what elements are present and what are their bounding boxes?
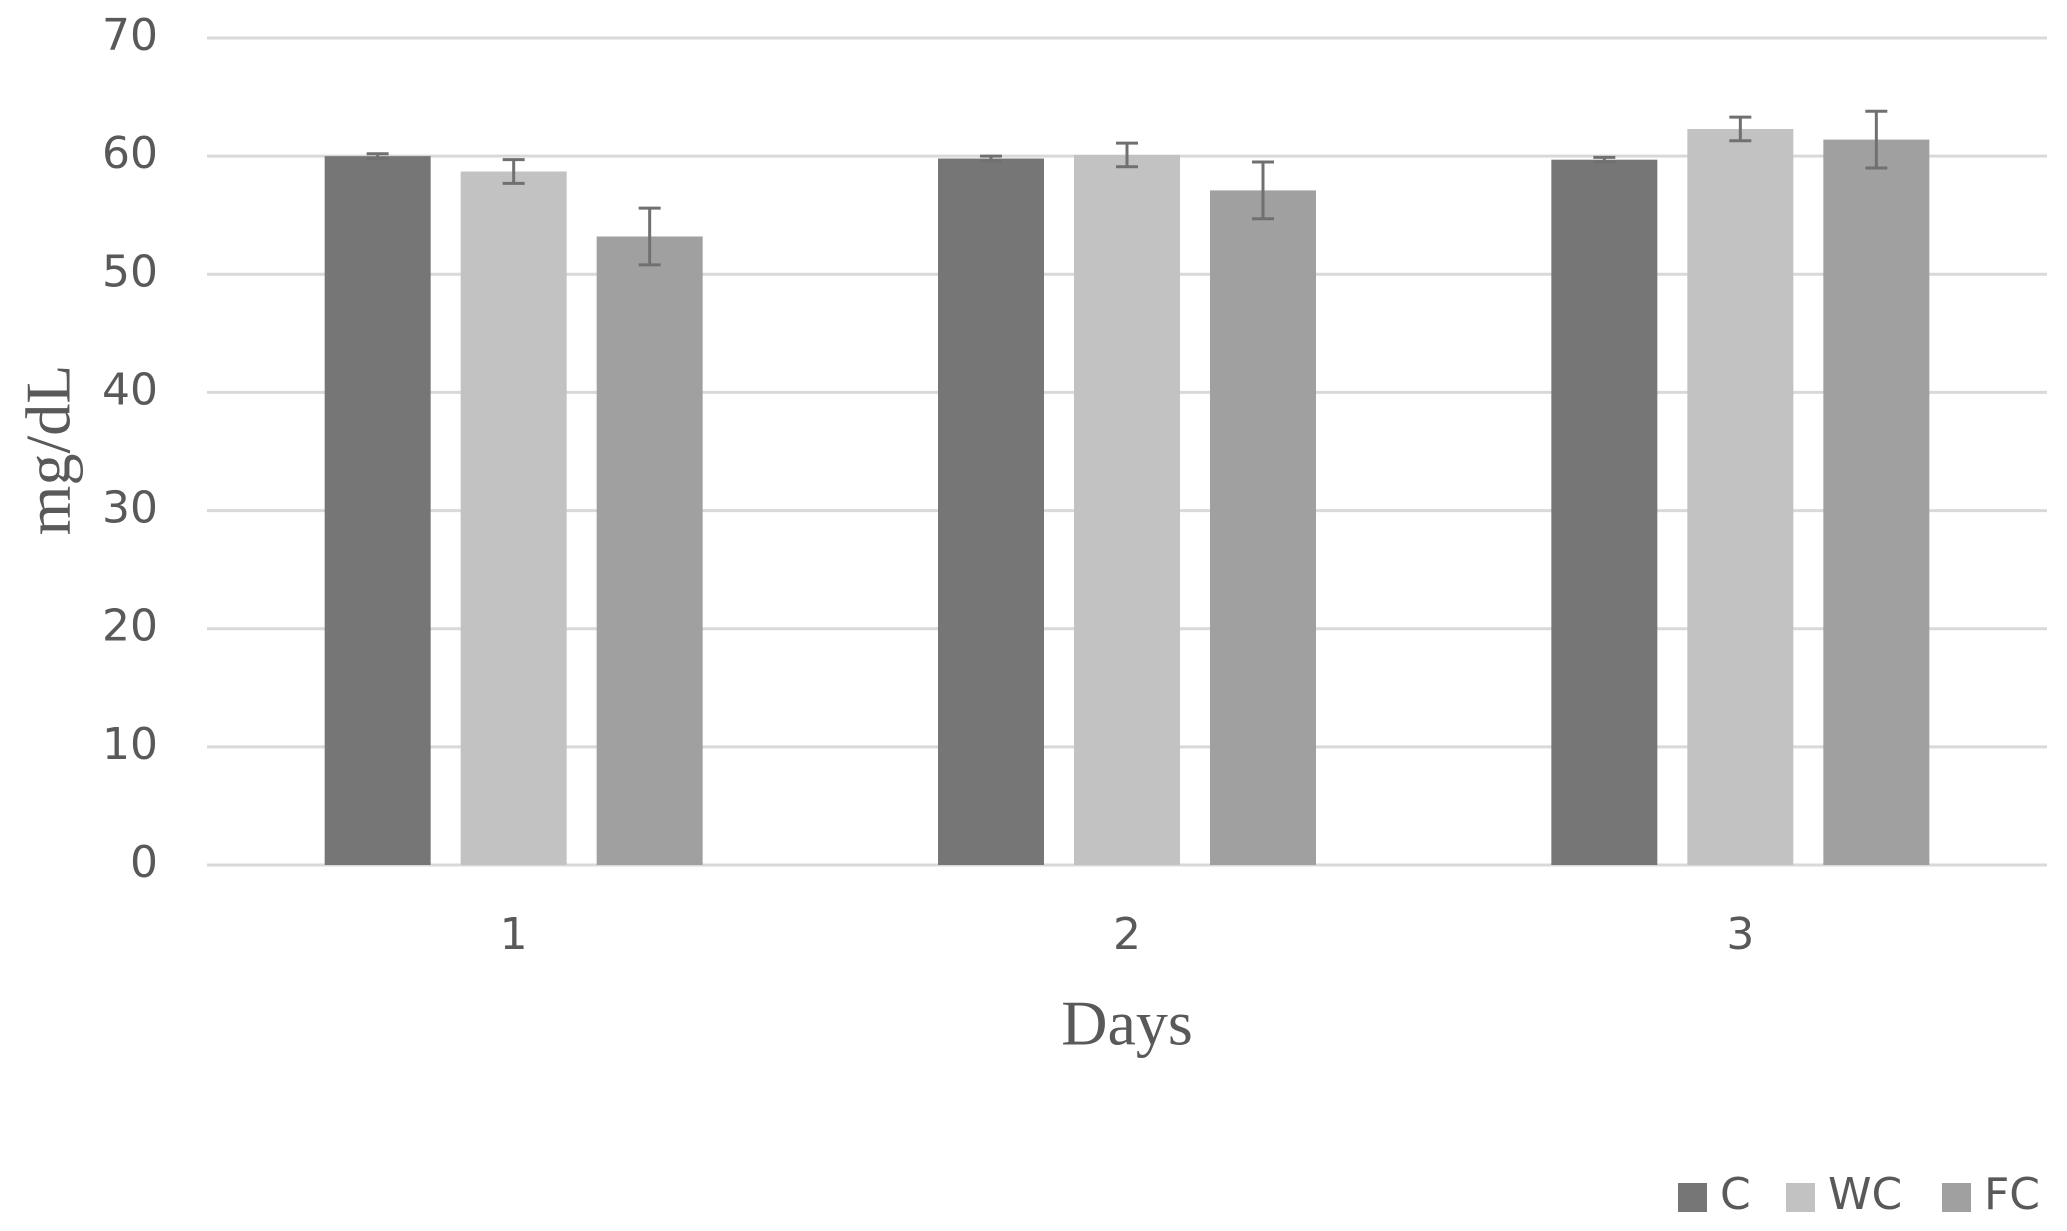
legend-label: WC bbox=[1828, 1169, 1902, 1220]
y-axis-title: mg/dL bbox=[13, 365, 84, 536]
bar bbox=[1551, 159, 1658, 866]
error-bar bbox=[1593, 155, 1616, 164]
bar bbox=[324, 156, 431, 866]
bar bbox=[596, 236, 703, 866]
error-bar bbox=[502, 158, 525, 185]
legend-swatch bbox=[1678, 1183, 1707, 1212]
x-tick-label: 2 bbox=[1113, 909, 1141, 960]
x-tick-label: 3 bbox=[1726, 909, 1754, 960]
legend-label: FC bbox=[1984, 1169, 2040, 1220]
legend-label: C bbox=[1720, 1169, 1751, 1220]
bar bbox=[1687, 128, 1794, 866]
error-bar bbox=[1865, 109, 1888, 170]
error-bar bbox=[1252, 160, 1274, 221]
legend-swatch bbox=[1942, 1183, 1971, 1212]
y-tick-label: 60 bbox=[102, 128, 158, 179]
bar bbox=[460, 171, 567, 865]
bar bbox=[1823, 139, 1930, 866]
bar bbox=[1074, 154, 1180, 865]
bar bbox=[1210, 190, 1316, 865]
y-tick-label: 10 bbox=[102, 719, 158, 770]
error-bar bbox=[1729, 115, 1752, 143]
legend-swatch bbox=[1786, 1183, 1815, 1212]
bar bbox=[938, 158, 1044, 865]
x-tick-label: 1 bbox=[500, 909, 528, 960]
y-tick-label: 20 bbox=[102, 601, 158, 652]
y-tick-label: 50 bbox=[102, 246, 158, 297]
error-bar bbox=[980, 154, 1002, 163]
error-bar bbox=[1116, 141, 1138, 169]
y-tick-label: 40 bbox=[102, 364, 158, 415]
y-tick-label: 70 bbox=[102, 10, 158, 61]
x-axis-title: Days bbox=[1061, 988, 1193, 1059]
y-tick-label: 0 bbox=[130, 837, 158, 888]
y-tick-label: 30 bbox=[102, 483, 158, 534]
error-bar bbox=[638, 206, 661, 267]
error-bar bbox=[366, 152, 389, 161]
